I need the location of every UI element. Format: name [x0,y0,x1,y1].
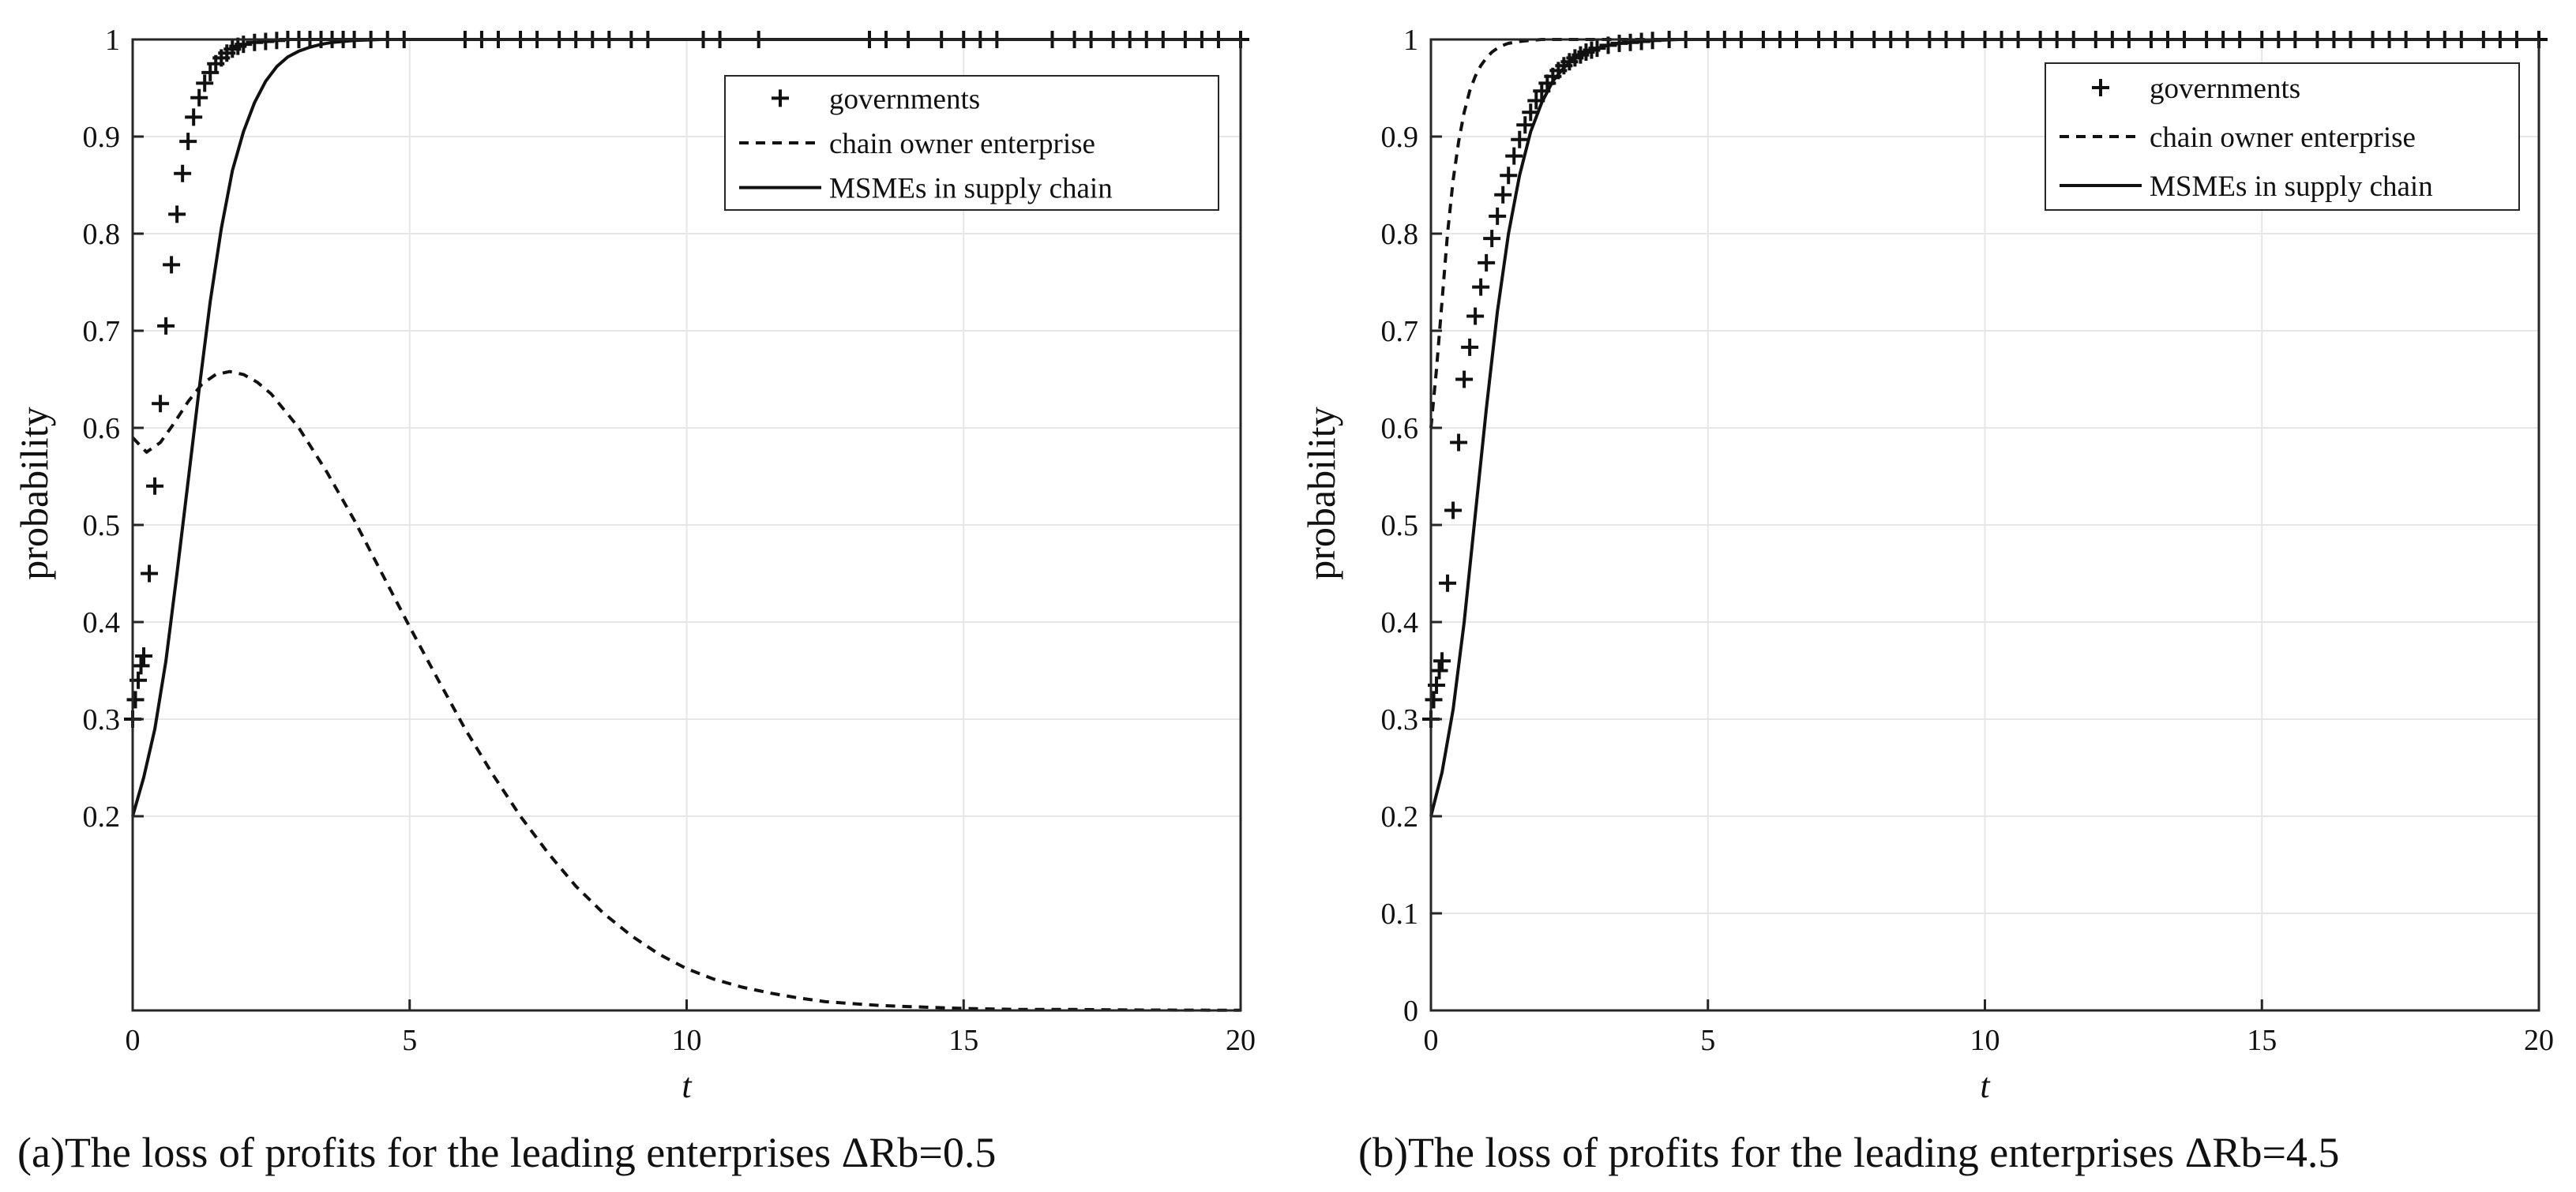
panel-a-x-tick-label-0: 0 [126,1024,141,1057]
panel-b-series-governments-point-8 [1455,370,1474,388]
panel-a-y-tick-label-0.7: 0.7 [83,315,121,348]
panel-b-y-tick-label-0: 0 [1403,995,1418,1028]
panel-b-x-tick-label-15: 15 [2247,1024,2277,1057]
panel-b-series-governments-point-17 [1505,147,1523,165]
panel-a-series-governments-point-12 [179,133,197,151]
panel-a-y-tick-label-1: 1 [105,24,120,57]
panel-a-x-axis-label: t [682,1066,693,1105]
panel-b-legend-msmes-in-supply-chain-label: MSMEs in supply chain [2150,171,2433,203]
panel-a-x-tick-label-5: 5 [402,1024,417,1057]
panel-b-series-governments-point-19 [1516,116,1534,134]
panel-b-series-governments-point-5 [1439,574,1457,592]
panel-b-series-governments-point-13 [1483,230,1501,248]
panel-b-x-tick-label-5: 5 [1700,1024,1715,1057]
panel-a-y-tick-label-0.2: 0.2 [83,800,121,834]
panel-b-series-governments-point-7 [1450,433,1468,452]
panel-a-series-governments-point-9 [163,256,181,274]
panel-b-series-governments-point-3 [1430,662,1448,680]
panel-a-legend-governments-label: governments [829,83,980,115]
panel-a-x-tick-label-15: 15 [948,1024,978,1057]
panel-b-legend-governments-label: governments [2150,73,2300,105]
panel-a-series-governments-point-10 [168,205,186,223]
panel-a-series-governments-point-4 [135,647,153,665]
panel-b-x-tick-label-20: 20 [2524,1024,2554,1057]
panel-b-y-tick-label-0.2: 0.2 [1381,800,1419,834]
panel-a-legend-msmes-in-supply-chain-label: MSMEs in supply chain [829,173,1113,205]
panel-a-series-governments-point-1 [126,691,145,709]
panel-a-series-governments-point-14 [190,88,208,107]
panel-b-y-tick-label-0.6: 0.6 [1381,412,1419,445]
panel-b-y-tick-label-0.4: 0.4 [1381,606,1419,639]
panel-a-series-governments-point-11 [174,164,192,182]
panel-a-y-axis-label: probability [12,407,56,579]
panel-a-series-governments-point-15 [196,74,214,92]
panel-b-y-tick-label-0.8: 0.8 [1381,218,1419,251]
panel-b-caption: (b)The loss of profits for the leading e… [1358,1129,2339,1176]
panel-b-legend-governments-swatch [2092,79,2109,96]
panel-b-y-axis-label: probability [1299,407,1343,579]
panel-b-tick-labels: 0 5 10 15 20 0 0.1 0.2 0.3 0.4 0.5 0.6 0.7 0.8 0.9 1 [1381,24,2555,1057]
panel-a-y-tick-label-0.6: 0.6 [83,412,121,445]
panel-a-series-governments-point-16 [201,63,220,81]
panel-b-series-governments-point-12 [1478,253,1496,272]
panel-a-series-governments-point-13 [185,108,203,126]
panel-b-series-governments-point-4 [1433,652,1451,670]
panel-a-tick-labels: 0 5 10 15 20 0.2 0.3 0.4 0.5 0.6 0.7 0.8 0.9 1 [83,24,1256,1057]
panel-b-legend: governments chain owner enterprise MSMEs i… [2045,62,2520,211]
panel-a: 0 5 10 15 20 0.2 0.3 0.4 0.5 0.6 0.7 0.8 0.9 1 probab… [12,24,1256,1176]
panel-b-series-governments-point-9 [1461,338,1479,356]
panel-b-legend-chain-owner-enterprise-label: chain owner enterprise [2150,122,2416,154]
panel-a-legend: governments chain owner enterprise MSMEs i… [724,75,1219,211]
panel-b-series-governments-point-15 [1494,186,1512,204]
panel-b-x-tick-label-0: 0 [1424,1024,1439,1057]
panel-b-y-tick-label-0.9: 0.9 [1381,121,1419,154]
panel-b-x-tick-label-10: 10 [1970,1024,2000,1057]
panel-b-series-governments-point-14 [1489,207,1507,225]
panel-a-y-tick-label-0.9: 0.9 [83,121,121,154]
panel-a-series-governments-point-6 [146,477,164,495]
panel-a-series-governments-point-7 [152,395,170,413]
panel-b-series-governments-point-16 [1500,167,1518,185]
panel-b-x-axis-label: t [1980,1066,1991,1105]
panel-a-x-tick-label-20: 20 [1226,1024,1256,1057]
panel-a-series-governments-point-5 [141,564,159,583]
panel-a-caption: (a)The loss of profits for the leading e… [17,1129,996,1176]
panel-a-y-tick-label-0.3: 0.3 [83,703,121,737]
panel-b-y-tick-label-0.3: 0.3 [1381,703,1419,737]
panel-a-series-chain-owner-enterprise-line [131,369,1241,1012]
panel-b-series-governments-point-18 [1511,130,1529,148]
panel-a-series-governments-point-3 [132,657,150,675]
panel-b-series-governments-point-10 [1466,307,1485,325]
panel-a-legend-chain-owner-enterprise-label: chain owner enterprise [829,128,1095,160]
panel-b: 0 5 10 15 20 0 0.1 0.2 0.3 0.4 0.5 0.6 0.7 0.8 0.9 1 pr… [1299,24,2554,1176]
panel-b-series-governments-point-11 [1472,278,1490,296]
panel-a-series-governments-point-8 [157,317,175,335]
panel-a-x-tick-label-10: 10 [672,1024,702,1057]
panel-b-y-tick-label-0.5: 0.5 [1381,509,1419,542]
panel-b-y-tick-label-1: 1 [1403,24,1418,57]
panel-b-series-governments-point-1 [1425,691,1443,709]
panel-a-legend-governments-swatch [772,89,789,107]
panel-a-y-tick-label-0.8: 0.8 [83,218,121,251]
panel-b-series-governments-point-6 [1444,501,1463,519]
panel-b-y-tick-label-0.7: 0.7 [1381,315,1419,348]
panel-b-y-tick-label-0.1: 0.1 [1381,898,1419,931]
panel-a-y-tick-label-0.4: 0.4 [83,606,121,639]
panel-a-y-tick-label-0.5: 0.5 [83,509,121,542]
